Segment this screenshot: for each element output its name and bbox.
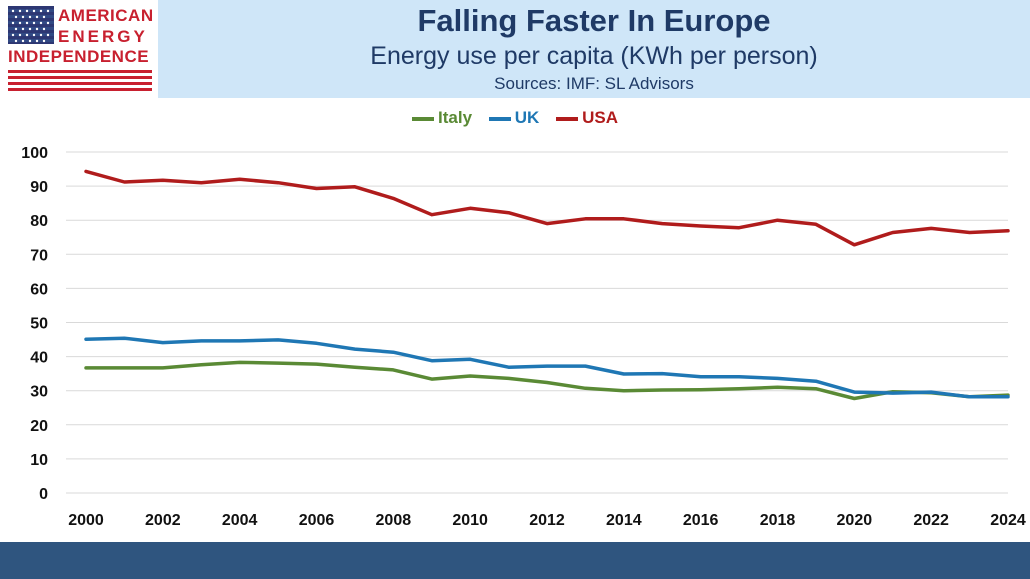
logo-stripes: [8, 70, 152, 92]
legend-swatch-uk: [488, 116, 511, 121]
logo-text-energy: ENERGY: [58, 27, 148, 46]
series-line-italy: [84, 360, 1010, 401]
legend-item-italy: Italy: [412, 108, 472, 128]
chart-sources: Sources: IMF: SL Advisors: [494, 74, 694, 93]
y-tick-label-100: 100: [21, 145, 48, 162]
legend-swatch-usa: [556, 116, 579, 121]
y-tick-label-20: 20: [30, 418, 48, 435]
y-tick-label-10: 10: [30, 452, 48, 469]
series-line-uk: [84, 336, 1010, 399]
x-tick-label-2002: 2002: [145, 512, 181, 529]
x-tick-label-2008: 2008: [376, 512, 412, 529]
legend-swatch-italy: [412, 116, 435, 121]
logo-text-american: AMERICAN: [58, 6, 154, 25]
y-tick-label-40: 40: [30, 350, 48, 367]
x-tick-label-2012: 2012: [529, 512, 565, 529]
y-tick-label-50: 50: [30, 316, 48, 333]
chart-subtitle: Energy use per capita (KWh per person): [370, 42, 818, 70]
y-tick-label-90: 90: [30, 179, 48, 196]
chart-legend: Italy UK USA: [0, 108, 1030, 128]
y-tick-label-60: 60: [30, 281, 48, 298]
x-tick-label-2014: 2014: [606, 512, 642, 529]
x-tick-label-2020: 2020: [837, 512, 873, 529]
y-tick-label-70: 70: [30, 247, 48, 264]
legend-item-usa: USA: [556, 108, 618, 128]
y-tick-label-30: 30: [30, 384, 48, 401]
x-tick-label-2004: 2004: [222, 512, 258, 529]
x-tick-label-2006: 2006: [299, 512, 335, 529]
chart-title: Falling Faster In Europe: [417, 3, 771, 38]
x-tick-label-2022: 2022: [913, 512, 949, 529]
x-tick-label-2024: 2024: [990, 512, 1026, 529]
legend-item-uk: UK: [488, 108, 540, 128]
legend-label-uk: UK: [514, 108, 540, 127]
x-tick-label-2010: 2010: [452, 512, 488, 529]
footer-bar: [0, 542, 1030, 579]
line-chart: 0 10 20 30 40 50 60 70 80 90 100 2000 2002 2004 2006 20…: [21, 145, 1026, 529]
x-tick-label-2016: 2016: [683, 512, 719, 529]
american-energy-independence-logo: AMERICAN ENERGY INDEPENDENCE: [0, 0, 156, 98]
series-line-usa: [84, 169, 1010, 247]
legend-label-usa: USA: [582, 108, 618, 127]
x-tick-label-2018: 2018: [760, 512, 796, 529]
logo-text-independence: INDEPENDENCE: [8, 47, 150, 66]
us-flag-icon: [8, 6, 54, 44]
legend-label-italy: Italy: [438, 108, 473, 127]
y-tick-label-0: 0: [39, 486, 48, 503]
header-band: [158, 0, 1030, 98]
y-tick-label-80: 80: [30, 213, 48, 230]
x-tick-label-2000: 2000: [68, 512, 104, 529]
